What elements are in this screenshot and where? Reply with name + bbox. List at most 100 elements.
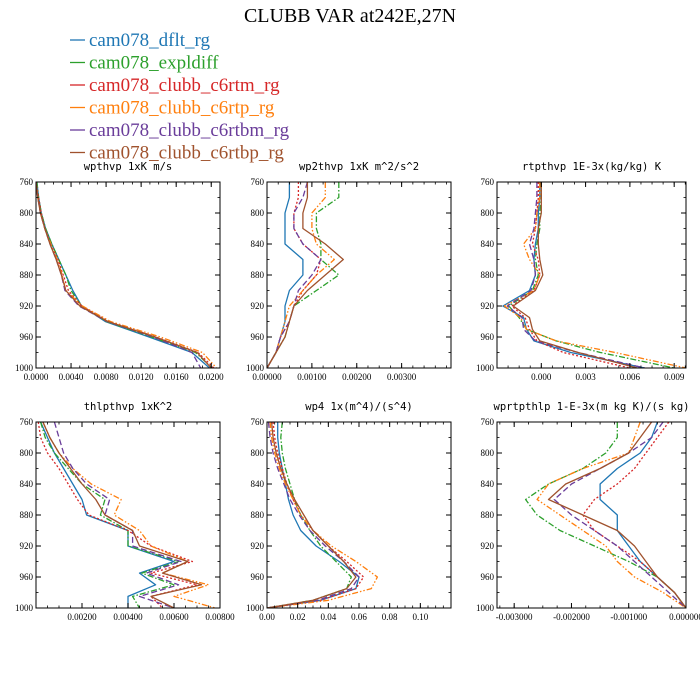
- series-line: [267, 422, 379, 608]
- series-line: [512, 182, 638, 368]
- y-tick-label: 1000: [15, 603, 34, 613]
- x-tick-label: 0.00000: [252, 372, 282, 382]
- series-line: [267, 422, 360, 608]
- y-tick-label: 760: [20, 177, 34, 187]
- series-line: [536, 422, 686, 608]
- legend-entry: cam078_expldiff: [70, 53, 219, 74]
- series-line: [36, 182, 202, 368]
- y-tick-label: 800: [251, 208, 265, 218]
- legend-label: cam078_clubb_c6rtm_rg: [89, 75, 280, 96]
- y-tick-label: 920: [251, 301, 265, 311]
- panel-3: rtpthvp 1E-3x(kg/kg) K 760 800 840 880 920 960…: [476, 161, 687, 382]
- x-tick-label: 0.0000: [24, 372, 49, 382]
- y-tick-label: 920: [251, 541, 265, 551]
- y-tick-label: 840: [481, 239, 495, 249]
- y-tick-label: 1000: [246, 363, 265, 373]
- y-tick-label: 920: [481, 541, 495, 551]
- series-group: [36, 182, 217, 368]
- x-tick-label: 0.00400: [113, 612, 143, 622]
- x-tick-label: 0.02: [290, 612, 306, 622]
- y-tick-label: 800: [481, 208, 495, 218]
- panels: wpthvp 1xK m/s76080084088092096010000.00…: [15, 161, 700, 622]
- panel-title: wp2thvp 1xK m^2/s^2: [299, 161, 419, 173]
- y-tick-label: 760: [481, 417, 495, 427]
- series-line: [42, 422, 203, 608]
- series-line: [511, 182, 631, 368]
- figure-title: CLUBB VAR at242E,27N: [244, 5, 456, 27]
- x-tick-label: 0.003: [575, 372, 596, 382]
- series-line: [267, 182, 322, 368]
- series-line: [267, 422, 352, 608]
- plot-frame: [266, 421, 452, 609]
- series-line: [524, 422, 686, 608]
- x-tick-label: 0.000: [531, 372, 552, 382]
- series-line: [503, 182, 686, 368]
- x-tick-label: 0.00300: [387, 372, 417, 382]
- legend-label: cam078_expldiff: [89, 53, 219, 74]
- y-tick-label: 1000: [246, 603, 265, 613]
- panel-title: wpthvp 1xK m/s: [84, 161, 173, 173]
- plot-frame: [496, 181, 687, 369]
- series-group: [524, 422, 686, 608]
- y-tick-label: 760: [251, 417, 265, 427]
- x-tick-label: 0.009: [664, 372, 685, 382]
- panel-title: thlpthvp 1xK^2: [84, 401, 173, 413]
- y-tick-label: 960: [481, 572, 495, 582]
- series-line: [267, 422, 365, 608]
- series-line: [267, 422, 360, 608]
- panel-1: wpthvp 1xK m/s76080084088092096010000.00…: [15, 161, 224, 382]
- plot-frame: [496, 421, 687, 609]
- x-tick-label: 0.06: [351, 612, 367, 622]
- y-tick-label: 880: [20, 510, 34, 520]
- x-tick-label: 0.00200: [67, 612, 97, 622]
- y-tick-label: 920: [20, 301, 34, 311]
- y-tick-label: 800: [20, 208, 34, 218]
- legend-label: cam078_clubb_c6rtp_rg: [89, 98, 275, 119]
- series-group: [37, 422, 216, 608]
- legend-label: cam078_clubb_c6rtbp_rg: [89, 143, 284, 164]
- legend-label: cam078_clubb_c6rtbm_rg: [89, 120, 290, 141]
- legend-entry: cam078_clubb_c6rtbm_rg: [70, 120, 290, 141]
- x-tick-label: 0.04: [320, 612, 336, 622]
- series-line: [36, 182, 213, 368]
- series-line: [36, 182, 215, 368]
- y-tick-label: 840: [251, 239, 265, 249]
- series-line: [37, 422, 198, 608]
- series-line: [267, 422, 357, 608]
- panel-5: wp4 1x(m^4)/(s^4)76080084088092096010000…: [246, 401, 452, 622]
- legend: cam078_dflt_rgcam078_expldiffcam078_club…: [70, 30, 290, 164]
- x-tick-label: 0.006: [620, 372, 641, 382]
- series-line: [267, 182, 335, 368]
- y-tick-label: 1000: [15, 363, 34, 373]
- y-tick-label: 960: [251, 332, 265, 342]
- panel-2: wp2thvp 1xK m^2/s^2 760 800 840 880 920 960 100…: [246, 161, 452, 382]
- series-line: [42, 422, 216, 608]
- series-line: [502, 182, 645, 368]
- y-tick-label: 1000: [476, 363, 495, 373]
- x-tick-label: 0.00800: [205, 612, 235, 622]
- panel-title: wprtpthlp 1-E-3x(m kg K)/(s kg): [494, 401, 690, 413]
- x-tick-label: 0.000000: [669, 612, 700, 622]
- y-tick-label: 800: [20, 448, 34, 458]
- y-tick-label: 760: [251, 177, 265, 187]
- panel-title: wp4 1x(m^4)/(s^4): [305, 401, 412, 413]
- series-line: [553, 422, 686, 608]
- x-tick-label: 0.00200: [342, 372, 372, 382]
- series-line: [267, 182, 322, 368]
- y-tick-label: 960: [251, 572, 265, 582]
- series-line: [36, 182, 212, 368]
- x-tick-label: -0.002000: [553, 612, 590, 622]
- x-tick-label: 0.0080: [94, 372, 119, 382]
- series-line: [582, 422, 686, 608]
- series-line: [599, 422, 686, 608]
- x-tick-label: 0.00: [259, 612, 275, 622]
- legend-entry: cam078_clubb_c6rtp_rg: [70, 98, 275, 119]
- y-tick-label: 760: [20, 417, 34, 427]
- y-tick-label: 920: [481, 301, 495, 311]
- y-tick-label: 840: [251, 479, 265, 489]
- x-tick-label: 0.0040: [59, 372, 84, 382]
- series-line: [267, 182, 304, 368]
- x-tick-label: 0.0200: [199, 372, 224, 382]
- y-tick-label: 800: [481, 448, 495, 458]
